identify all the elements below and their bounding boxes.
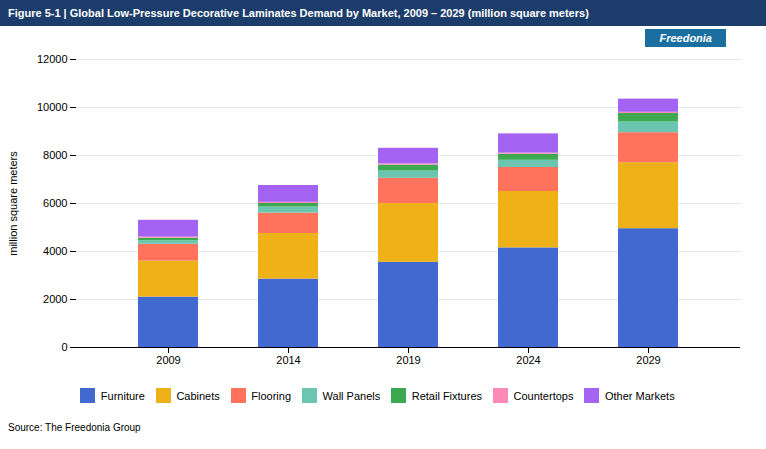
html-text:Furniture: Furniture xyxy=(100,389,145,402)
svg-text:2029: 2029 xyxy=(636,354,660,366)
svg-text:12000: 12000 xyxy=(37,53,68,65)
svg-text:2024: 2024 xyxy=(516,354,540,366)
svg-text:8000: 8000 xyxy=(43,149,67,161)
html-text:Figure 5-1 | Global Low-Pressu: Figure 5-1 | Global Low-Pressure Decorat… xyxy=(8,7,589,19)
html-text:Source: The Freedonia Group: Source: The Freedonia Group xyxy=(8,421,141,433)
svg-text:10000: 10000 xyxy=(37,101,68,113)
svg-text:2019: 2019 xyxy=(396,354,420,366)
svg-text:2000: 2000 xyxy=(43,293,67,305)
svg-text:6000: 6000 xyxy=(43,197,67,209)
html-text:Other Markets: Other Markets xyxy=(605,389,675,402)
svg-text:0: 0 xyxy=(61,341,67,353)
svg-text:2009: 2009 xyxy=(156,354,180,366)
html-text:Flooring: Flooring xyxy=(251,389,291,402)
html-text:Cabinets: Cabinets xyxy=(176,389,220,402)
html-text:Freedonia: Freedonia xyxy=(659,32,712,44)
svg-text:million square meters: million square meters xyxy=(7,151,19,256)
svg-text:2014: 2014 xyxy=(276,354,300,366)
html-text:Retail Fixtures: Retail Fixtures xyxy=(411,389,482,402)
html-text:Countertops: Countertops xyxy=(513,389,574,402)
html-text:Wall Panels: Wall Panels xyxy=(322,389,381,402)
svg-text:4000: 4000 xyxy=(43,245,67,257)
